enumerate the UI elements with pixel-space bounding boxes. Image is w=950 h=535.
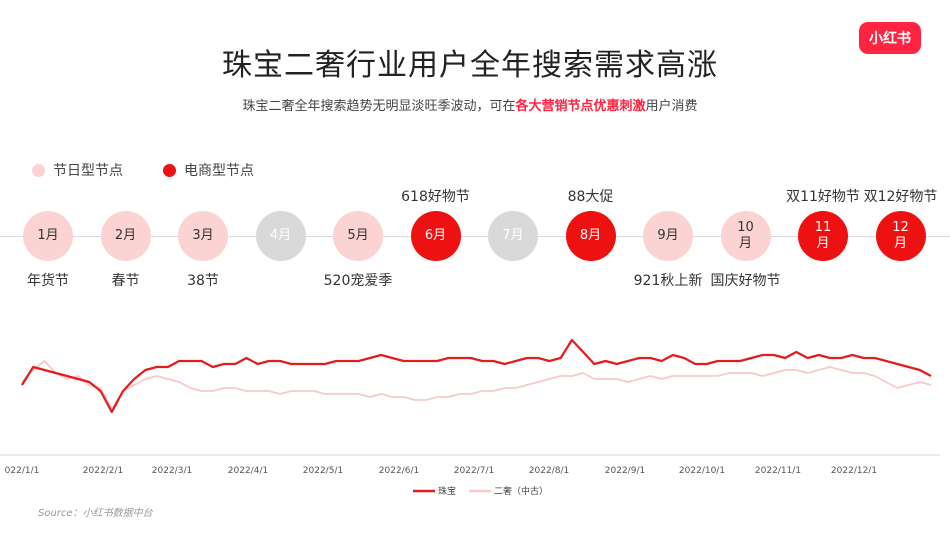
month-label: 11 月 xyxy=(814,220,832,251)
subtitle-text: 珠宝二奢全年搜索趋势无明显淡旺季波动，可在 xyxy=(242,99,516,114)
x-tick-label: 2022/7/1 xyxy=(454,466,494,476)
month-label: 4月 xyxy=(269,228,292,243)
timeline-axis xyxy=(0,236,950,237)
xiaohongshu-logo: 小红书 xyxy=(859,22,921,54)
month-label: 8月 xyxy=(579,228,602,243)
bottom-event-5: 国庆好物节 xyxy=(710,273,781,289)
page-title: 珠宝二奢行业用户全年搜索需求高涨 xyxy=(222,48,718,83)
x-tick-label: 2022/9/1 xyxy=(605,466,645,476)
month-label: 7月 xyxy=(502,228,524,243)
logo-text: 小红书 xyxy=(869,31,911,47)
month-label: 5月 xyxy=(347,228,369,243)
month-node-10: 10 月 xyxy=(720,211,771,261)
x-tick-label: 022/1/1 xyxy=(5,466,40,476)
festival-dot-icon xyxy=(32,163,45,177)
x-tick-label: 2022/2/1 xyxy=(83,466,123,476)
month-label: 1月 xyxy=(37,228,59,243)
month-node-2: 2月 xyxy=(100,211,151,261)
series-line-jewelry xyxy=(21,338,932,414)
month-label: 9月 xyxy=(657,228,679,243)
month-node-3: 3月 xyxy=(178,211,228,261)
bottom-event-3: 520宠爱季 xyxy=(323,273,393,289)
x-tick-label: 2022/12/1 xyxy=(831,466,877,476)
bottom-event-4: 921秋上新 xyxy=(633,273,703,289)
month-label: 12 月 xyxy=(892,220,909,251)
top-event-2: 双11好物节 xyxy=(786,189,860,205)
x-tick-label: 2022/6/1 xyxy=(379,466,419,476)
legend-ecommerce-label: 电商型节点 xyxy=(184,163,254,179)
bottom-event-0: 年货节 xyxy=(27,273,69,289)
x-tick-label: 2022/8/1 xyxy=(529,466,569,476)
x-tick-label: 2022/5/1 xyxy=(303,466,343,476)
subtitle-tail: 用户消费 xyxy=(645,99,698,114)
top-event-3: 双12好物节 xyxy=(863,189,938,205)
month-node-11: 11 月 xyxy=(798,211,848,261)
series-line-luxury-secondhand xyxy=(21,360,932,410)
month-label: 3月 xyxy=(192,228,214,243)
source-note: Source：小红书数据中台 xyxy=(38,508,153,519)
month-label: 10 月 xyxy=(737,220,754,251)
month-node-8: 8月 xyxy=(565,211,616,261)
ecommerce-dot-icon xyxy=(163,163,176,177)
month-node-1: 1月 xyxy=(23,211,73,261)
subtitle-highlight: 各大营销节点优惠刺激 xyxy=(515,99,646,114)
top-event-1: 88大促 xyxy=(567,189,614,205)
node-legend: 节日型节点 电商型节点 xyxy=(32,160,294,180)
x-tick-label: 2022/10/1 xyxy=(679,466,725,476)
x-tick-label: 2022/11/1 xyxy=(755,466,801,476)
page-subtitle: 珠宝二奢全年搜索趋势无明显淡旺季波动，可在各大营销节点优惠刺激用户消费 xyxy=(0,95,940,114)
bottom-event-1: 春节 xyxy=(111,273,140,289)
search-trend-chart: 022/1/1 2022/2/1 2022/3/1 2022/4/1 2022/5/1 2… xyxy=(0,338,940,497)
legend-festival-label: 节日型节点 xyxy=(53,163,123,179)
month-node-9: 9月 xyxy=(643,211,693,261)
bottom-event-2: 38节 xyxy=(187,273,219,289)
month-label: 2月 xyxy=(114,228,137,243)
top-event-0: 618好物节 xyxy=(401,189,470,205)
legend-festival: 节日型节点 xyxy=(32,160,123,180)
x-tick-label: 2022/4/1 xyxy=(228,466,268,476)
month-node-6: 6月 xyxy=(410,211,461,261)
chart-legend-label-0: 珠宝 xyxy=(438,485,456,497)
chart-legend-label-1: 二奢（中古） xyxy=(494,485,548,497)
month-node-7: 7月 xyxy=(488,211,538,261)
month-node-5: 5月 xyxy=(333,211,383,261)
month-node-12: 12 月 xyxy=(875,211,926,261)
month-label: 6月 xyxy=(424,228,447,243)
legend-ecommerce: 电商型节点 xyxy=(163,160,254,180)
month-node-4: 4月 xyxy=(255,211,306,261)
x-tick-label: 2022/3/1 xyxy=(152,466,192,476)
